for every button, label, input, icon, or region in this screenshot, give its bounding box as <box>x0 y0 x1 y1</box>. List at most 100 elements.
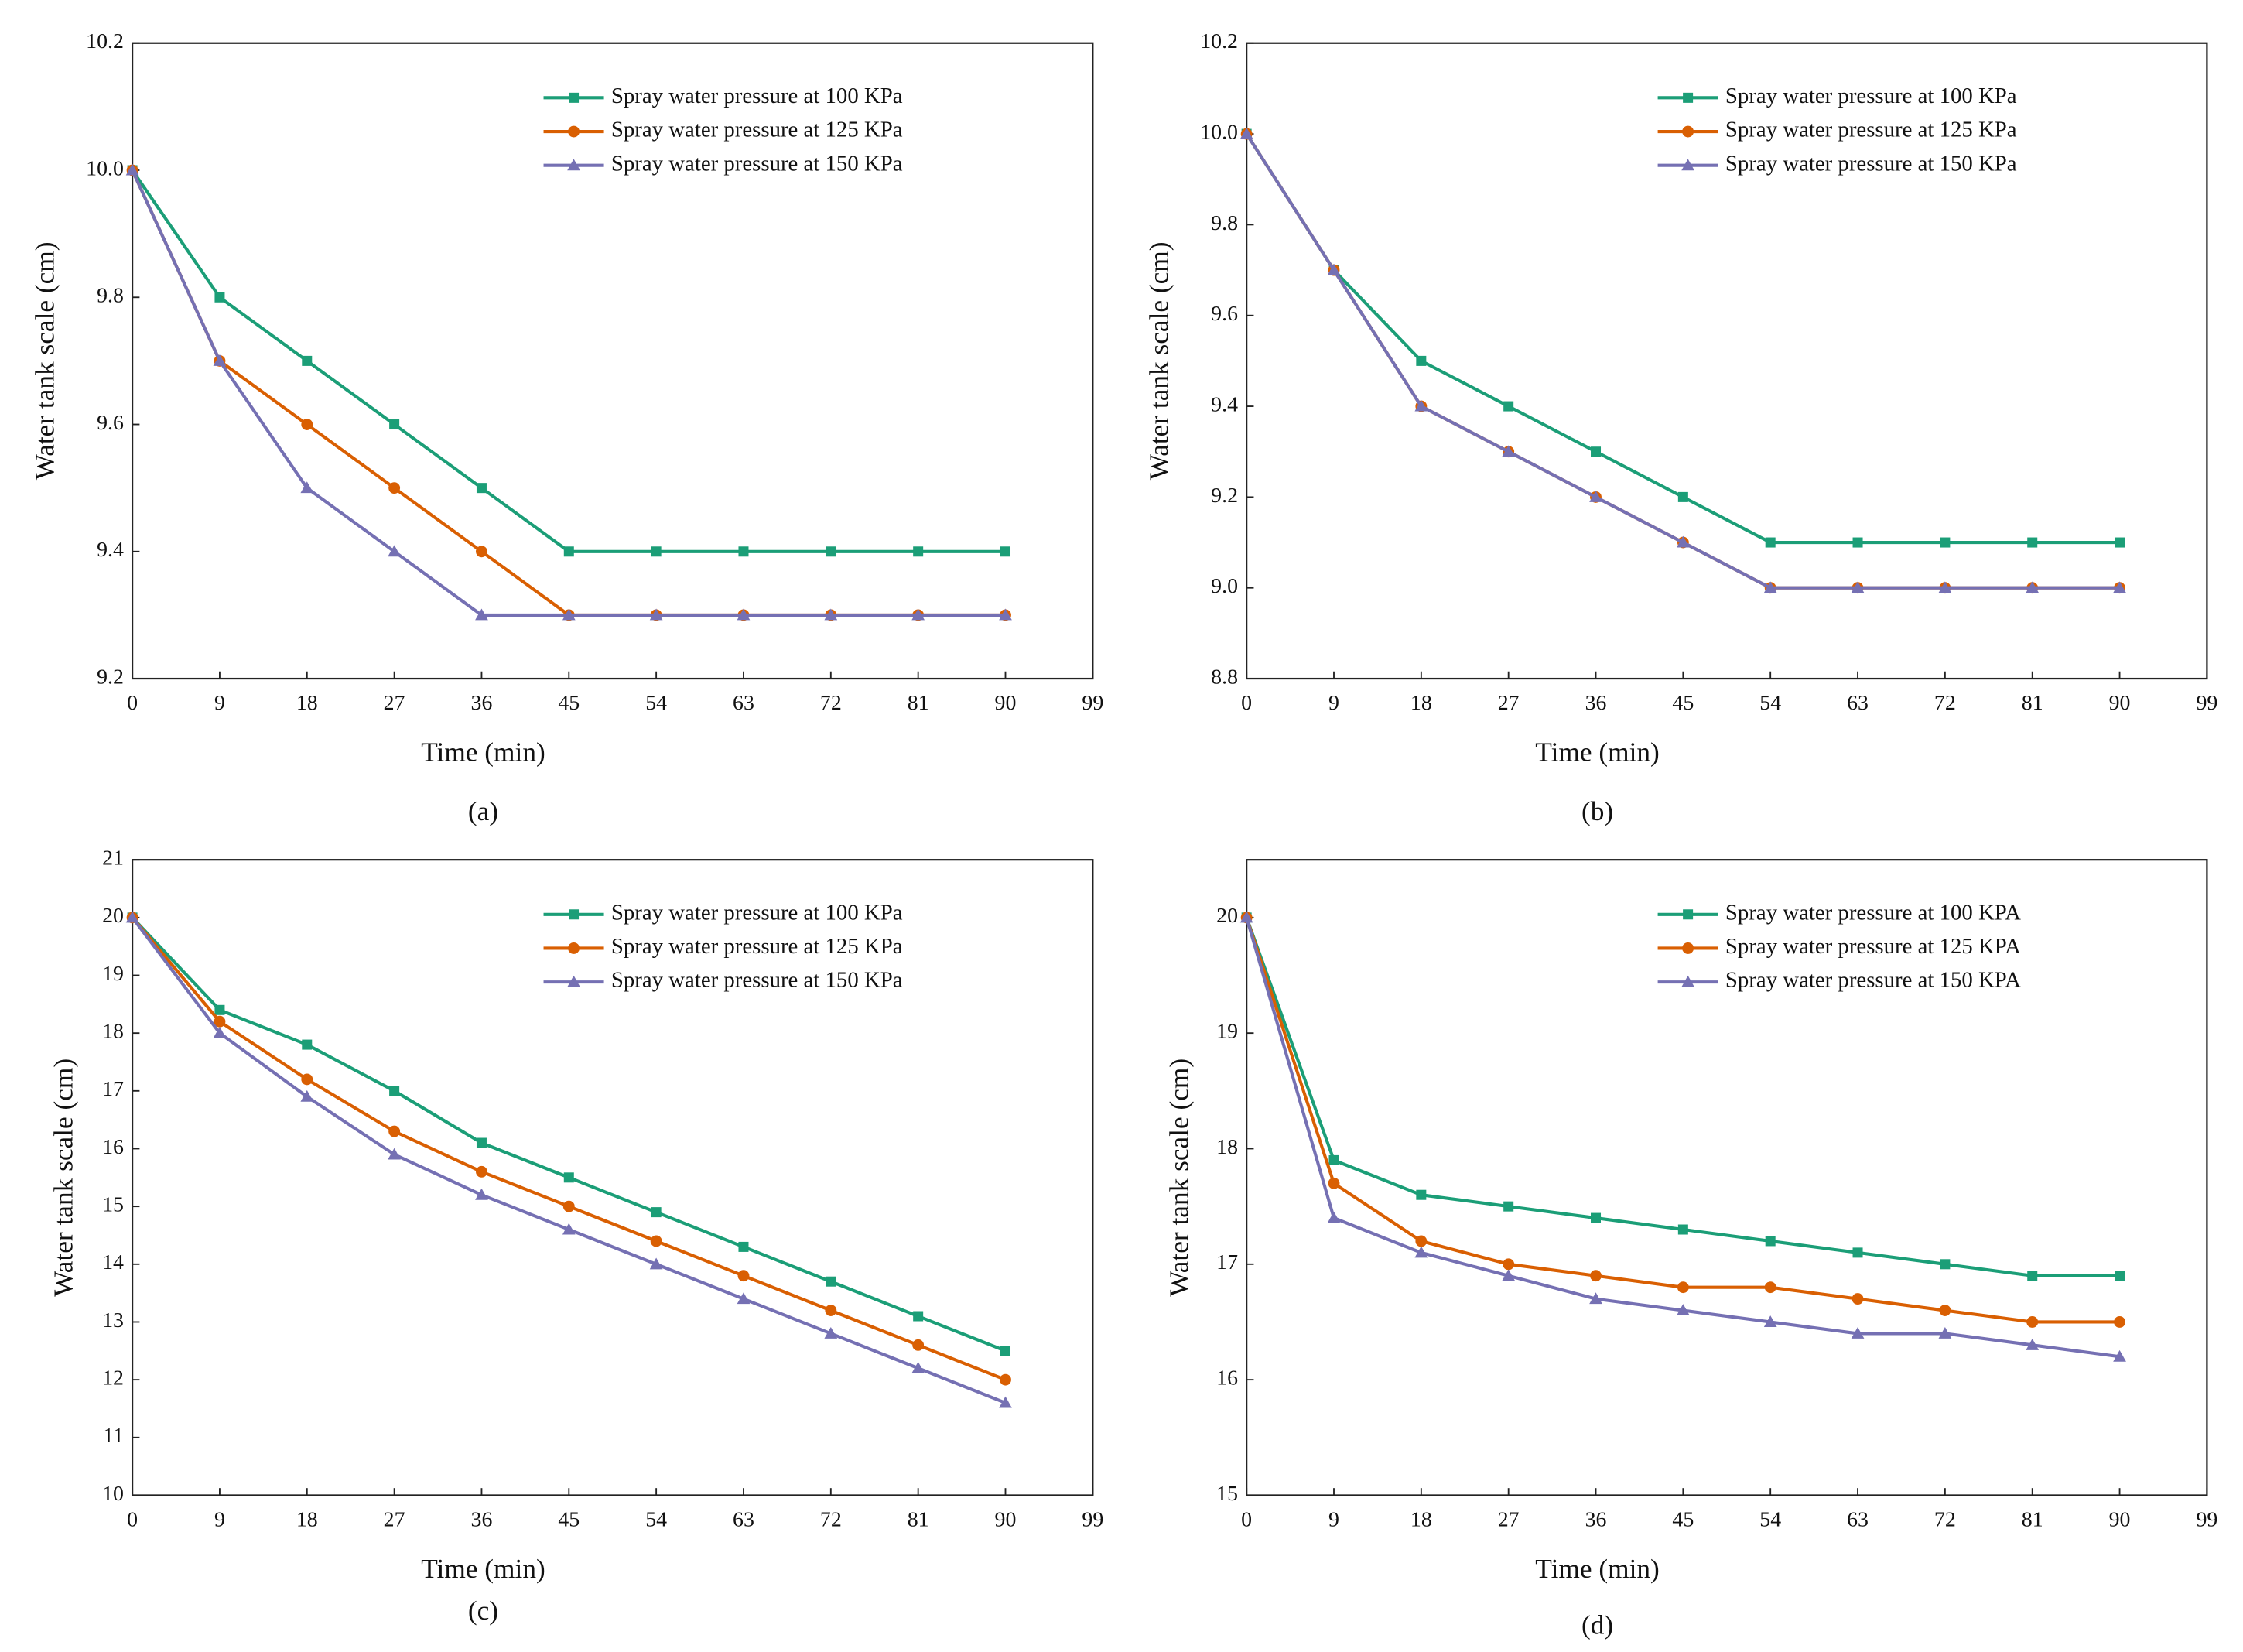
plot-frame <box>131 859 1094 1496</box>
x-tick-label: 9 <box>214 1507 225 1531</box>
marker <box>999 608 1012 621</box>
marker <box>567 975 580 987</box>
marker <box>1239 911 1253 923</box>
marker <box>1589 491 1602 502</box>
legend-label: Spray water pressure at 100 KPa <box>1725 84 2017 108</box>
x-tick-label: 90 <box>995 691 1017 715</box>
marker <box>1677 1281 1689 1294</box>
marker <box>568 942 580 954</box>
marker <box>2026 581 2040 593</box>
x-tick-label: 45 <box>1672 1507 1694 1531</box>
legend-label: Spray water pressure at 125 KPA <box>1725 934 2021 959</box>
plot-frame <box>1246 42 2208 680</box>
x-tick-label: 18 <box>296 1507 318 1531</box>
marker <box>569 909 580 920</box>
marker <box>826 1276 836 1287</box>
y-tick-label: 10 <box>102 1482 124 1506</box>
marker <box>825 1305 837 1316</box>
marker <box>1683 909 1694 920</box>
x-tick-label: 9 <box>1328 691 1339 715</box>
y-tick-label: 19 <box>1216 1020 1238 1044</box>
marker <box>125 911 139 923</box>
marker <box>1591 446 1602 457</box>
x-tick-label: 0 <box>1241 691 1252 715</box>
y-axis-label: Water tank scale (cm) <box>1164 1059 1195 1297</box>
marker <box>1503 1258 1515 1271</box>
y-tick-label: 11 <box>103 1424 124 1448</box>
legend-label: Spray water pressure at 125 KPa <box>611 934 903 959</box>
marker <box>2115 537 2125 548</box>
legend-label: Spray water pressure at 100 KPA <box>1725 900 2021 925</box>
x-tick-label: 72 <box>1934 1507 1956 1531</box>
x-tick-label: 54 <box>645 1507 667 1531</box>
y-axis-label: Water tank scale (cm) <box>30 241 60 480</box>
y-tick-label: 20 <box>102 904 124 928</box>
y-tick-label: 21 <box>102 847 124 870</box>
x-tick-label: 99 <box>2196 1507 2217 1531</box>
marker <box>2027 1271 2038 1281</box>
marker <box>1328 1154 1339 1165</box>
marker <box>1851 581 1865 593</box>
marker <box>1682 125 1694 138</box>
marker <box>388 482 401 494</box>
marker <box>1852 1293 1864 1305</box>
marker <box>1327 263 1341 275</box>
marker <box>1677 1224 1688 1235</box>
x-tick-label: 63 <box>733 691 754 715</box>
x-tick-label: 99 <box>2196 691 2217 715</box>
marker <box>1415 1235 1428 1247</box>
marker <box>1851 1327 1865 1339</box>
x-axis-label: Time (min) <box>421 1554 545 1584</box>
marker <box>1503 1201 1514 1212</box>
legend-label: Spray water pressure at 150 KPa <box>611 968 903 993</box>
y-tick-label: 15 <box>102 1193 124 1217</box>
marker <box>913 1311 924 1322</box>
x-axis-label: Time (min) <box>1535 737 1660 768</box>
marker <box>302 355 313 366</box>
y-tick-label: 9.4 <box>1211 392 1238 416</box>
marker <box>476 483 487 494</box>
x-tick-label: 54 <box>1759 691 1781 715</box>
y-tick-label: 20 <box>1216 904 1238 928</box>
marker <box>389 419 400 430</box>
y-tick-label: 9.8 <box>97 284 124 308</box>
marker <box>2027 537 2038 548</box>
x-tick-label: 27 <box>1498 1507 1520 1531</box>
marker <box>1938 1327 1952 1339</box>
marker <box>2026 1316 2039 1328</box>
y-tick-label: 10.2 <box>1200 29 1238 53</box>
x-tick-label: 54 <box>1759 1507 1781 1531</box>
marker <box>562 608 576 621</box>
y-tick-label: 9.0 <box>1211 574 1238 598</box>
marker <box>1676 1304 1690 1316</box>
marker <box>1416 1189 1427 1200</box>
caption: (d) <box>1581 1610 1613 1640</box>
x-tick-label: 81 <box>908 691 929 715</box>
x-tick-label: 81 <box>2022 1507 2043 1531</box>
marker <box>650 1235 662 1247</box>
y-tick-label: 9.4 <box>97 538 124 562</box>
marker <box>1328 1177 1340 1189</box>
caption: (c) <box>468 1596 498 1626</box>
marker <box>737 1270 750 1282</box>
marker <box>1327 1211 1341 1223</box>
marker <box>563 1172 574 1183</box>
marker <box>1940 537 1951 548</box>
marker <box>913 546 924 557</box>
marker <box>301 419 313 430</box>
legend-label: Spray water pressure at 150 KPa <box>611 151 903 176</box>
marker <box>999 1396 1012 1408</box>
x-tick-label: 45 <box>1672 691 1694 715</box>
marker <box>1000 1346 1011 1356</box>
marker <box>1940 1259 1951 1270</box>
marker <box>1683 92 1694 103</box>
marker <box>737 1292 751 1305</box>
x-tick-label: 63 <box>1847 1507 1869 1531</box>
y-tick-label: 10.0 <box>86 156 124 180</box>
legend-label: Spray water pressure at 100 KPa <box>611 84 903 108</box>
legend-label: Spray water pressure at 125 KPa <box>611 118 903 142</box>
marker <box>651 546 662 557</box>
marker <box>214 1015 226 1028</box>
legend-label: Spray water pressure at 150 KPA <box>1725 968 2021 993</box>
